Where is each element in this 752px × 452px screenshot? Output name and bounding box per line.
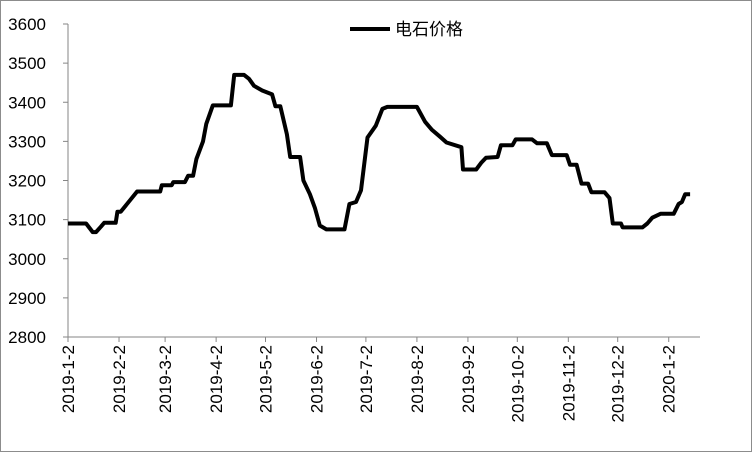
x-tick-label: 2019-2-2	[110, 345, 129, 413]
x-tick-label: 2019-10-2	[508, 345, 527, 423]
x-tick-label: 2019-11-2	[559, 345, 578, 421]
y-tick-label: 3300	[8, 132, 46, 151]
x-tick-label: 2019-3-2	[156, 345, 175, 413]
y-tick-label: 3200	[8, 172, 46, 191]
x-tick-label: 2019-5-2	[257, 345, 276, 413]
x-tick-label: 2019-4-2	[207, 345, 226, 413]
y-tick-label: 3100	[8, 211, 46, 230]
x-tick-label: 2019-9-2	[459, 345, 478, 413]
x-tick-label: 2019-8-2	[408, 345, 427, 413]
y-tick-label: 2800	[8, 328, 46, 347]
x-tick-label: 2019-6-2	[308, 345, 327, 413]
line-series	[68, 72, 691, 235]
x-tick-label: 2019-7-2	[357, 345, 376, 413]
y-tick-label: 3000	[8, 250, 46, 269]
y-tick-label: 3600	[8, 15, 46, 34]
x-tick-label: 2019-12-2	[609, 345, 628, 423]
y-tick-label: 3400	[8, 93, 46, 112]
x-tick-label: 2019-1-2	[59, 345, 78, 413]
legend-label: 电石价格	[395, 20, 463, 39]
x-tick-label: 2020-1-2	[660, 345, 679, 413]
y-tick-label: 3500	[8, 54, 46, 73]
y-tick-label: 2900	[8, 289, 46, 308]
